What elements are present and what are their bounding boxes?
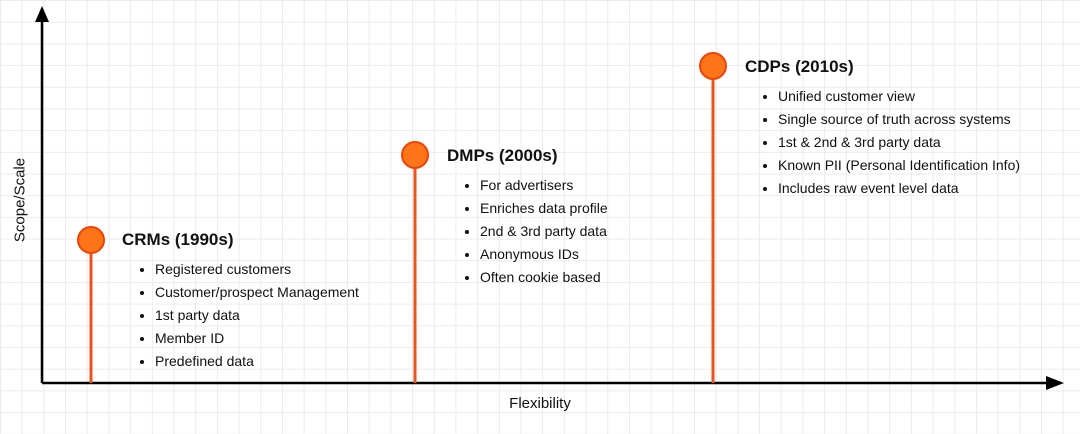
bullet-item: Enriches data profile [480,197,608,220]
milestone-bullets: Unified customer view Single source of t… [745,85,1020,200]
bullet-item: Anonymous IDs [480,243,608,266]
milestone-crms: CRMs (1990s) Registered customers Custom… [122,230,359,373]
bullet-item: 1st & 2nd & 3rd party data [778,131,1020,154]
x-axis-label: Flexibility [509,395,571,412]
bullet-item: Unified customer view [778,85,1020,108]
bullet-item: Registered customers [155,258,359,281]
bullet-item: 1st party data [155,304,359,327]
milestone-title: CRMs (1990s) [122,230,234,249]
milestone-bullets: For advertisers Enriches data profile 2n… [447,174,608,289]
bullet-item: Often cookie based [480,266,608,289]
bullet-item: Single source of truth across systems [778,108,1020,131]
milestone-title: CDPs (2010s) [745,57,854,76]
bullet-item: Includes raw event level data [778,177,1020,200]
bullet-item: Predefined data [155,350,359,373]
milestone-cdps: CDPs (2010s) Unified customer view Singl… [745,57,1020,200]
bullet-item: Known PII (Personal Identification Info) [778,154,1020,177]
crms-marker-icon [77,226,105,254]
bullet-item: Customer/prospect Management [155,281,359,304]
bullet-item: For advertisers [480,174,608,197]
bullet-item: 2nd & 3rd party data [480,220,608,243]
milestone-dmps: DMPs (2000s) For advertisers Enriches da… [447,146,608,289]
x-axis-arrowhead-icon [1046,376,1064,390]
milestone-bullets: Registered customers Customer/prospect M… [122,258,359,373]
cdps-marker-icon [699,52,727,80]
y-axis-label: Scope/Scale [11,157,29,243]
milestone-title: DMPs (2000s) [447,146,558,165]
dmps-marker-icon [401,141,429,169]
bullet-item: Member ID [155,327,359,350]
y-axis-arrowhead-icon [35,6,49,22]
